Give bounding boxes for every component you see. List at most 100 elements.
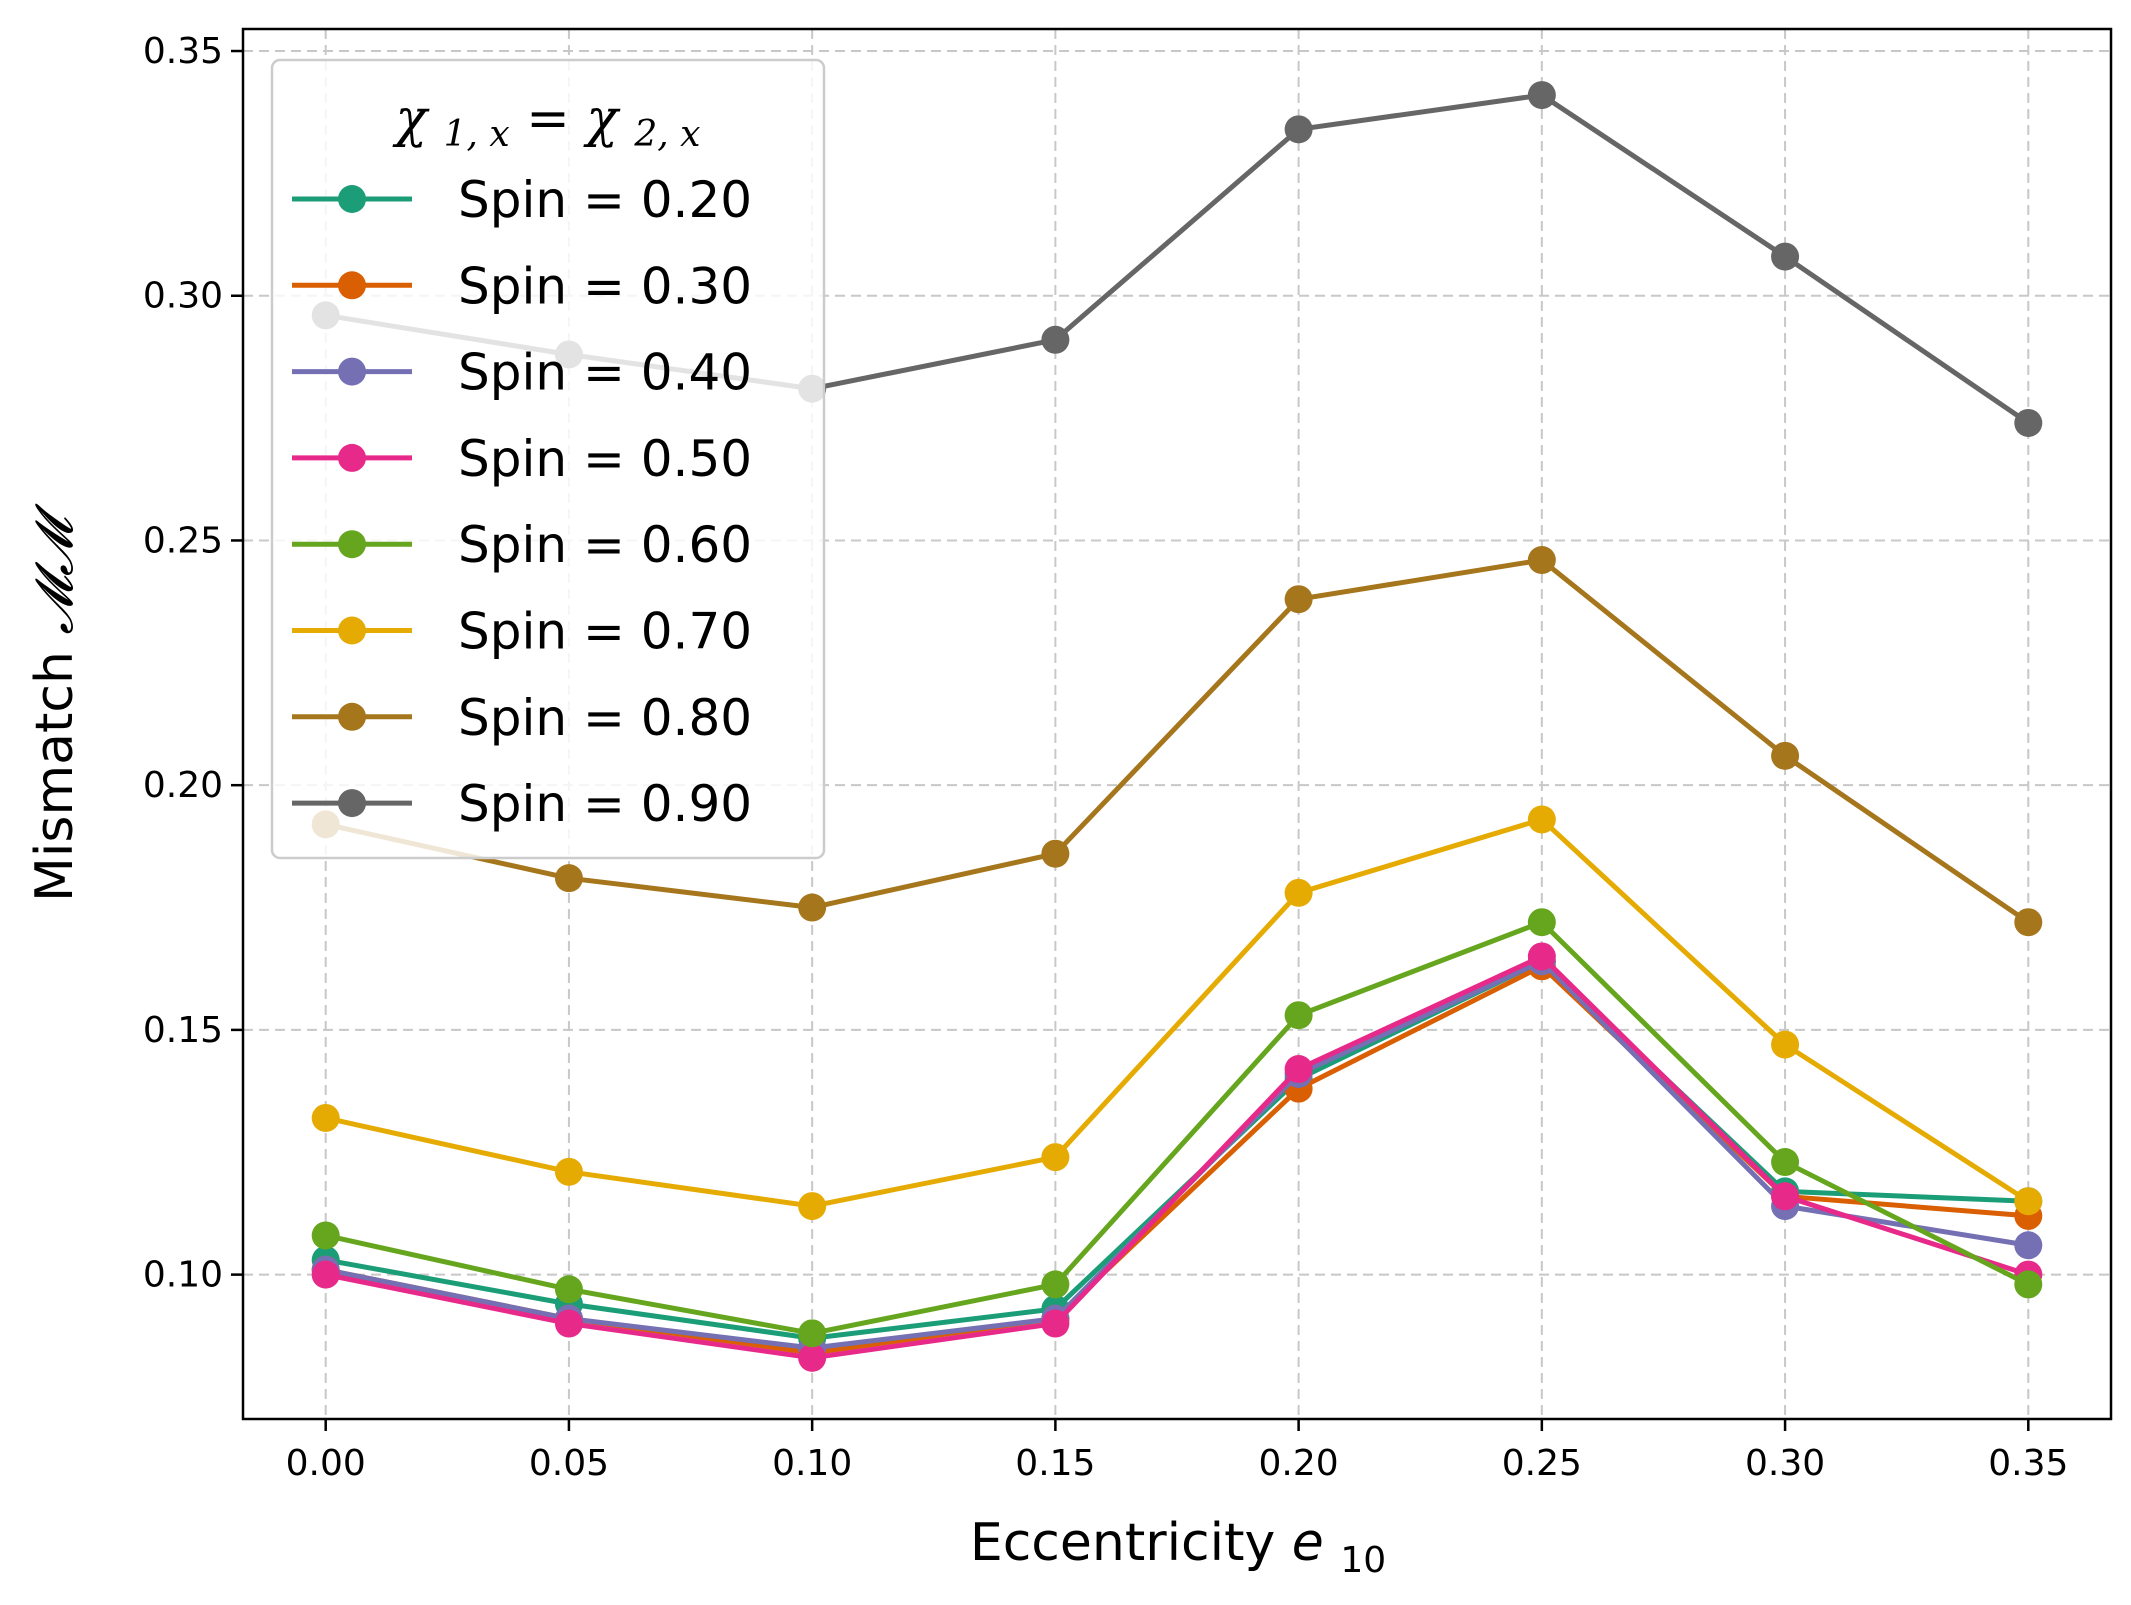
legend-label: Spin = 0.50 [458, 430, 752, 488]
x-axis-label: Eccentricity e 10 [970, 1513, 1386, 1581]
legend-marker [338, 789, 366, 818]
legend-title-sub-2: 2, x [633, 114, 700, 155]
legend-entry: Spin = 0.90 [292, 775, 752, 833]
legend-label: Spin = 0.80 [458, 689, 752, 747]
data-point [2014, 1231, 2043, 1260]
legend-label: Spin = 0.70 [458, 603, 752, 661]
x-axis-label-symbol: e [1292, 1513, 1324, 1573]
data-point [2014, 908, 2043, 937]
data-point [1771, 1148, 1800, 1177]
series-spin-0-60 [311, 908, 2043, 1348]
legend-marker [338, 530, 366, 559]
data-point [1041, 1270, 1070, 1299]
x-axis-label-subscript: 10 [1340, 1540, 1386, 1581]
x-axis-label-text: Eccentricity [970, 1513, 1275, 1573]
legend-title-equals: = [526, 89, 586, 149]
data-point [2014, 1270, 2043, 1299]
series-spin-0-50 [311, 942, 2043, 1372]
data-point [1771, 741, 1800, 770]
legend-entry: Spin = 0.40 [292, 344, 752, 402]
data-point [2014, 1187, 2043, 1216]
data-point [1041, 1143, 1070, 1172]
legend-marker [338, 357, 366, 386]
data-point [798, 1343, 827, 1372]
data-point [798, 1192, 827, 1221]
legend-entry: Spin = 0.20 [292, 171, 752, 229]
legend-label: Spin = 0.40 [458, 344, 752, 402]
legend-title: χ 1, x = χ 2, x [392, 89, 701, 159]
x-tick-label: 0.10 [772, 1443, 852, 1484]
legend-label: Spin = 0.90 [458, 775, 752, 833]
y-tick-label: 0.35 [143, 31, 223, 72]
data-point [1284, 878, 1313, 907]
x-axis-ticks: 0.00 0.05 0.10 0.15 0.20 0.25 0.30 0.35 [286, 1419, 2068, 1484]
x-tick-label: 0.15 [1015, 1443, 1095, 1484]
data-point [554, 1275, 583, 1304]
series-line [325, 919, 2030, 1336]
legend-marker [338, 271, 366, 300]
data-point [1771, 242, 1800, 271]
legend-title-sub-1: 1, x [444, 114, 510, 155]
legend-title-chi-2: χ [582, 89, 621, 149]
data-point [554, 864, 583, 893]
data-point [1527, 805, 1556, 834]
x-tick-label: 0.00 [286, 1443, 366, 1484]
x-tick-label: 0.35 [1988, 1443, 2068, 1484]
legend-entry: Spin = 0.50 [292, 430, 752, 488]
data-point [1527, 942, 1556, 971]
legend-entry: Spin = 0.80 [292, 689, 752, 747]
y-axis-label: Mismatch 𝓜𝓜 [25, 503, 85, 902]
legend-marker [338, 443, 366, 472]
series-spin-0-70 [311, 805, 2043, 1221]
data-point [1527, 546, 1556, 575]
x-tick-label: 0.05 [529, 1443, 609, 1484]
y-tick-label: 0.25 [143, 520, 223, 561]
data-point [1041, 325, 1070, 354]
data-point [798, 1319, 827, 1348]
series-line [325, 953, 2030, 1361]
legend-marker [338, 616, 366, 645]
y-tick-label: 0.20 [143, 765, 223, 806]
data-point [1284, 1001, 1313, 1030]
legend-entry: Spin = 0.60 [292, 516, 752, 574]
legend-label: Spin = 0.30 [458, 257, 752, 315]
plot-frame [241, 27, 2113, 1421]
y-axis-label-text: Mismatch [25, 651, 85, 902]
legend-box [270, 58, 826, 860]
legend-title-chi-1: χ [392, 89, 431, 149]
y-tick-label: 0.15 [143, 1010, 223, 1051]
data-point [1284, 585, 1313, 614]
legend-entry: Spin = 0.30 [292, 257, 752, 315]
data-point [554, 1309, 583, 1338]
data-point [1771, 1182, 1800, 1211]
legend-label: Spin = 0.60 [458, 516, 752, 574]
legend-label: Spin = 0.20 [458, 171, 752, 229]
data-point [311, 1103, 340, 1132]
data-point [311, 1260, 340, 1289]
y-axis-label-symbol: 𝓜𝓜 [25, 503, 85, 634]
data-point [1041, 1309, 1070, 1338]
legend-marker [338, 185, 366, 213]
series-line [325, 816, 2030, 1209]
data-point [798, 893, 827, 922]
data-point [1771, 1030, 1800, 1059]
legend-entries: Spin = 0.20 Spin = 0.30 Spin = 0.40 Spin = … [292, 171, 752, 833]
x-tick-label: 0.30 [1745, 1443, 1825, 1484]
data-point [1041, 839, 1070, 868]
x-tick-label: 0.20 [1259, 1443, 1339, 1484]
data-point [1527, 81, 1556, 110]
series-line [325, 557, 2030, 925]
y-tick-label: 0.10 [143, 1255, 223, 1296]
data-point [1284, 1055, 1313, 1084]
x-tick-label: 0.25 [1502, 1443, 1582, 1484]
data-point [1284, 115, 1313, 144]
legend-marker [338, 702, 366, 731]
y-tick-label: 0.30 [143, 276, 223, 317]
y-axis-ticks: 0.10 0.15 0.20 0.25 0.30 0.35 [143, 31, 243, 1296]
data-point [554, 1157, 583, 1186]
data-point [1527, 908, 1556, 937]
data-point [2014, 408, 2043, 437]
data-point [311, 1221, 340, 1250]
